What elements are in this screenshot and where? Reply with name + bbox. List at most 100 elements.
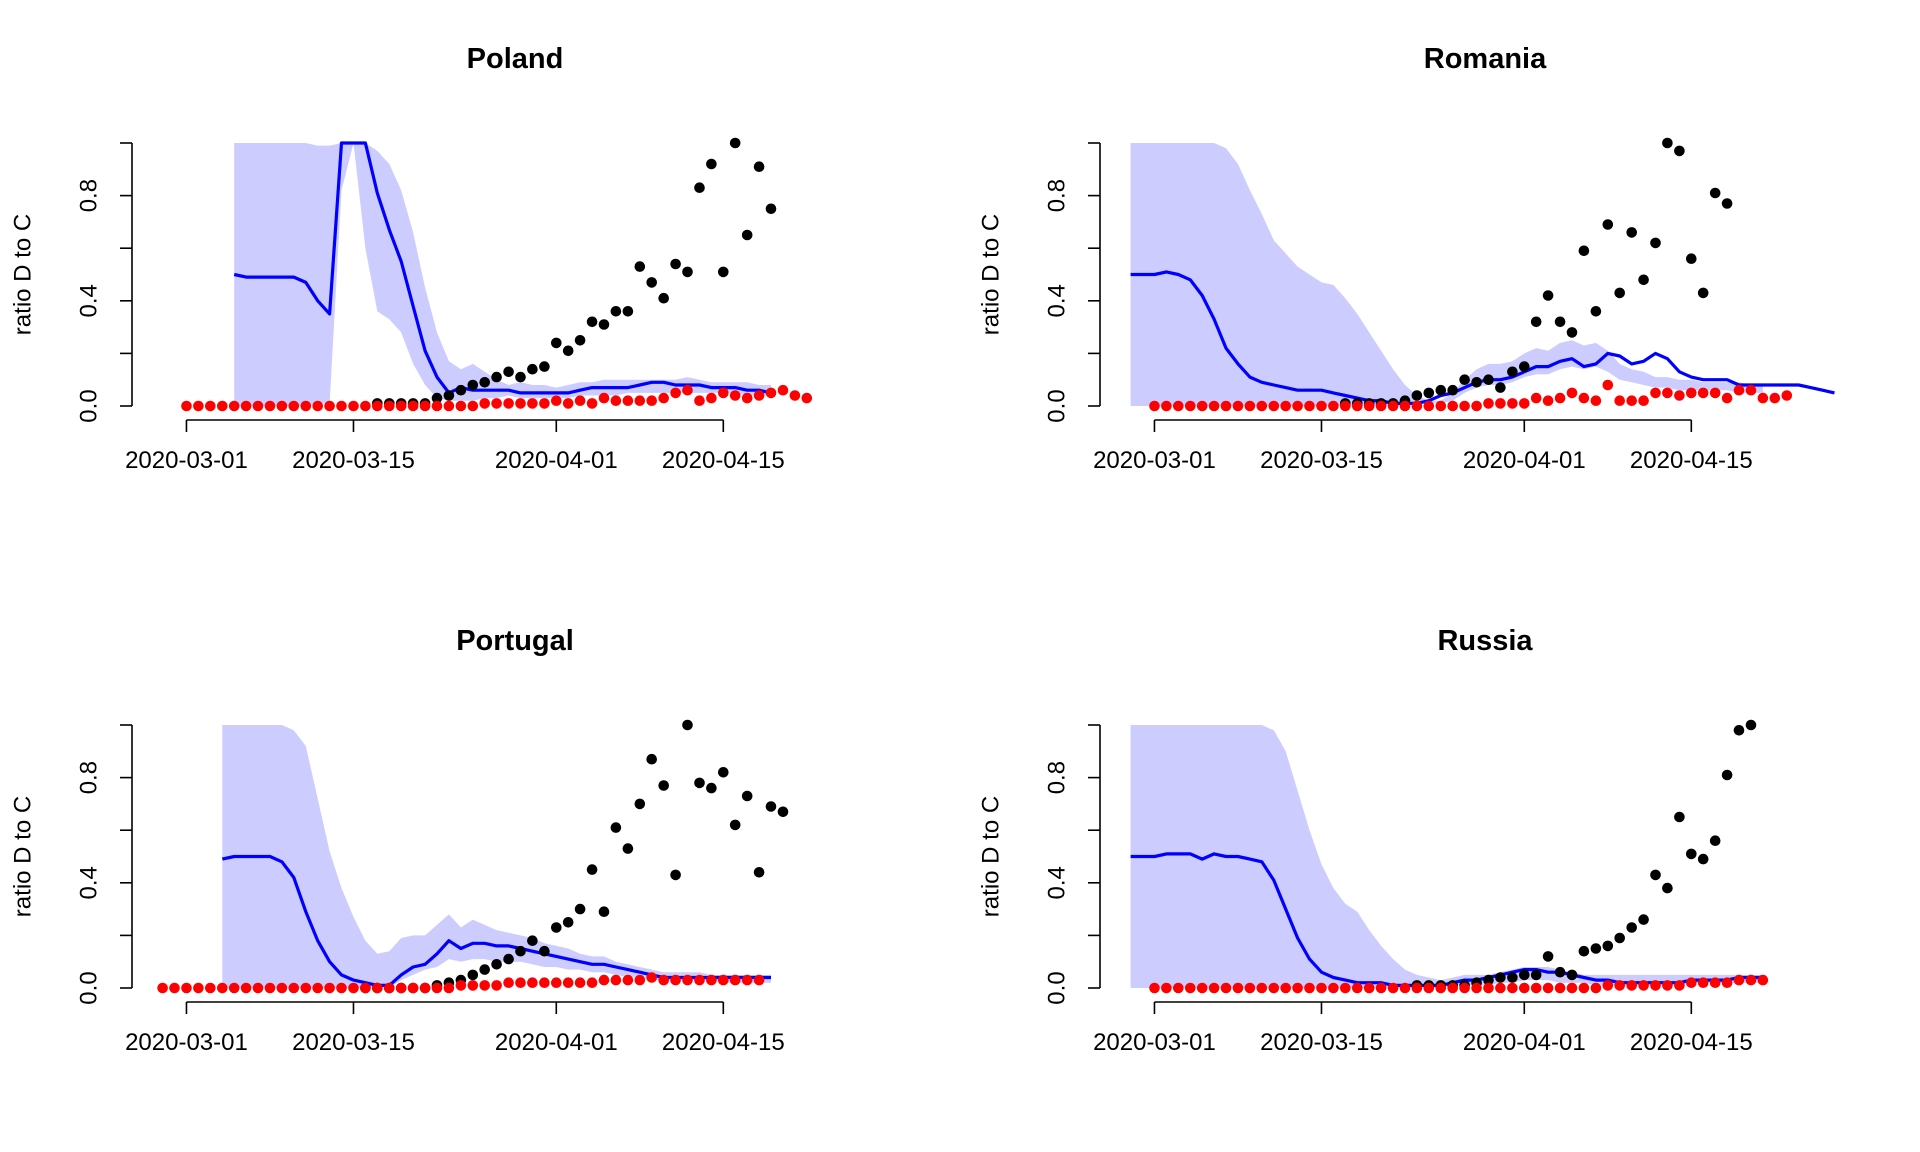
red-point bbox=[1602, 980, 1614, 991]
red-point bbox=[181, 982, 192, 994]
red-point bbox=[1721, 392, 1733, 404]
black-point bbox=[1554, 966, 1566, 978]
uncertainty-band bbox=[234, 143, 771, 406]
black-point bbox=[1423, 387, 1435, 399]
series-line bbox=[233, 141, 772, 395]
black-point bbox=[1650, 869, 1661, 881]
red-point bbox=[1507, 398, 1518, 409]
uncertainty-band bbox=[1130, 725, 1763, 988]
red-point bbox=[276, 982, 288, 994]
red-point bbox=[1161, 400, 1172, 412]
red-point bbox=[1757, 392, 1769, 404]
red-point bbox=[1363, 982, 1375, 994]
red-point bbox=[1185, 982, 1196, 994]
red-point bbox=[491, 398, 502, 409]
red-point bbox=[610, 395, 622, 407]
black-point bbox=[1721, 769, 1733, 781]
red-point bbox=[1244, 982, 1256, 994]
red-point bbox=[1268, 982, 1280, 994]
red-point bbox=[1697, 977, 1709, 988]
red-point bbox=[193, 982, 204, 994]
red-point bbox=[1483, 398, 1494, 409]
red-point bbox=[1566, 982, 1578, 994]
black-point bbox=[527, 935, 538, 946]
red-point bbox=[407, 982, 419, 994]
red-point bbox=[228, 982, 240, 994]
red-point bbox=[765, 387, 777, 399]
black-point bbox=[1542, 951, 1554, 962]
x-tick-label: 2020-04-01 bbox=[1463, 1029, 1586, 1056]
red-point bbox=[1220, 400, 1232, 412]
black-point bbox=[1435, 384, 1447, 396]
red-point bbox=[670, 974, 681, 986]
red-point bbox=[694, 974, 705, 986]
red-point bbox=[395, 400, 407, 412]
red-point bbox=[264, 982, 276, 994]
x-tick-label: 2020-03-01 bbox=[125, 1029, 248, 1056]
red-point bbox=[324, 982, 335, 994]
red-point bbox=[1757, 974, 1769, 986]
black-point bbox=[1626, 227, 1637, 238]
black-point bbox=[586, 316, 598, 328]
red-point bbox=[1149, 982, 1160, 994]
red-point bbox=[1316, 400, 1327, 412]
red-point bbox=[634, 974, 646, 986]
red-point bbox=[1340, 982, 1351, 994]
red-point bbox=[1447, 400, 1458, 412]
red-point bbox=[598, 392, 610, 404]
red-point bbox=[1530, 392, 1542, 404]
red-point bbox=[729, 974, 741, 986]
red-point bbox=[1352, 982, 1363, 994]
red-point bbox=[610, 974, 622, 986]
black-point bbox=[467, 379, 479, 391]
red-point bbox=[586, 398, 598, 409]
black-point bbox=[622, 843, 634, 854]
red-point bbox=[1662, 980, 1673, 991]
red-point bbox=[1423, 400, 1435, 412]
black-point bbox=[1614, 287, 1625, 299]
black-point bbox=[1483, 974, 1494, 986]
black-point bbox=[706, 782, 717, 794]
red-point bbox=[1650, 387, 1661, 399]
black-point bbox=[527, 363, 538, 375]
red-point bbox=[551, 395, 562, 407]
black-point bbox=[646, 753, 657, 765]
x-tick-label: 2020-04-15 bbox=[662, 447, 785, 474]
black-point bbox=[551, 337, 562, 349]
black-point bbox=[503, 366, 514, 378]
black-point bbox=[670, 869, 681, 881]
red-point bbox=[1220, 982, 1232, 994]
red-point bbox=[288, 400, 300, 412]
black-point bbox=[706, 158, 717, 170]
black-point bbox=[658, 292, 669, 304]
black-point bbox=[1495, 972, 1506, 983]
black-point bbox=[539, 945, 550, 957]
red-point bbox=[1507, 982, 1518, 994]
black-point bbox=[1674, 145, 1685, 157]
black-point bbox=[562, 345, 574, 357]
red-point bbox=[360, 400, 371, 412]
red-point bbox=[1280, 982, 1291, 994]
red-point bbox=[384, 400, 395, 412]
red-point bbox=[1542, 982, 1554, 994]
red-point bbox=[1363, 400, 1375, 412]
red-point bbox=[1590, 395, 1602, 407]
red-point bbox=[1566, 387, 1578, 399]
panel-portugal: Portugal 0.0 0.4 0.8 ratio D to C 2020-03-01 2… bbox=[9, 625, 789, 1056]
red-point bbox=[1256, 400, 1268, 412]
black-point bbox=[1447, 384, 1458, 396]
black-point bbox=[1530, 316, 1542, 328]
black-point bbox=[682, 719, 693, 731]
red-point bbox=[801, 392, 813, 404]
red-point bbox=[1173, 400, 1184, 412]
red-point bbox=[1686, 387, 1697, 399]
red-point bbox=[419, 400, 431, 412]
red-point bbox=[1268, 400, 1280, 412]
black-point bbox=[1674, 811, 1685, 823]
red-point bbox=[1447, 982, 1458, 994]
red-point bbox=[467, 400, 479, 412]
red-point bbox=[753, 390, 765, 401]
black-point bbox=[610, 822, 622, 833]
red-point bbox=[240, 982, 252, 994]
